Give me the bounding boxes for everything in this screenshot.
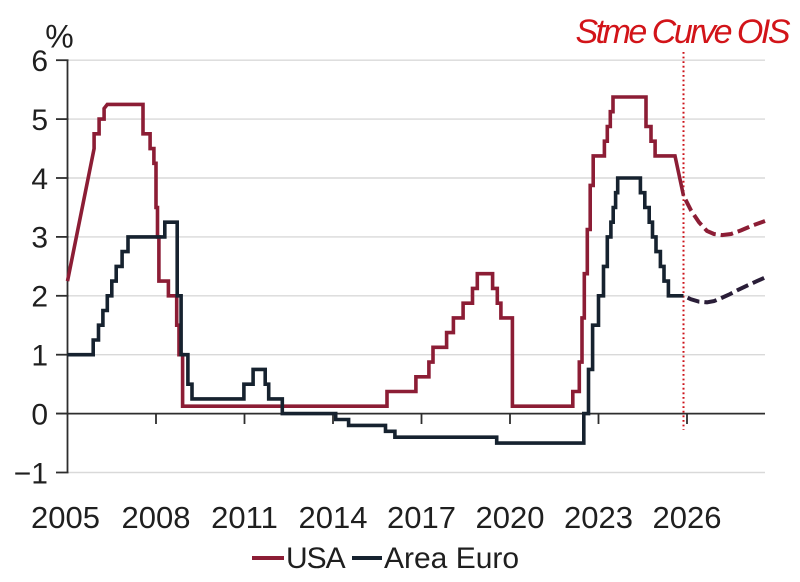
svg-text:4: 4 (31, 163, 48, 196)
svg-text:2: 2 (31, 281, 48, 314)
svg-text:2020: 2020 (476, 500, 545, 535)
svg-text:1: 1 (31, 340, 48, 373)
svg-text:Area Euro: Area Euro (384, 542, 519, 575)
svg-text:2023: 2023 (564, 500, 633, 535)
svg-text:2011: 2011 (211, 500, 278, 535)
svg-text:3: 3 (31, 222, 48, 255)
svg-text:6: 6 (31, 45, 48, 78)
svg-text:2008: 2008 (122, 500, 191, 535)
svg-text:5: 5 (31, 104, 48, 137)
svg-text:USA: USA (286, 542, 346, 575)
svg-text:−1: −1 (14, 457, 48, 490)
svg-text:2005: 2005 (31, 500, 100, 535)
svg-text:%: % (45, 19, 73, 55)
svg-text:0: 0 (31, 398, 48, 431)
svg-text:2017: 2017 (387, 500, 456, 535)
svg-text:2026: 2026 (653, 500, 722, 535)
svg-text:Stme Curve OIS: Stme Curve OIS (575, 13, 790, 51)
svg-text:2014: 2014 (299, 500, 368, 535)
